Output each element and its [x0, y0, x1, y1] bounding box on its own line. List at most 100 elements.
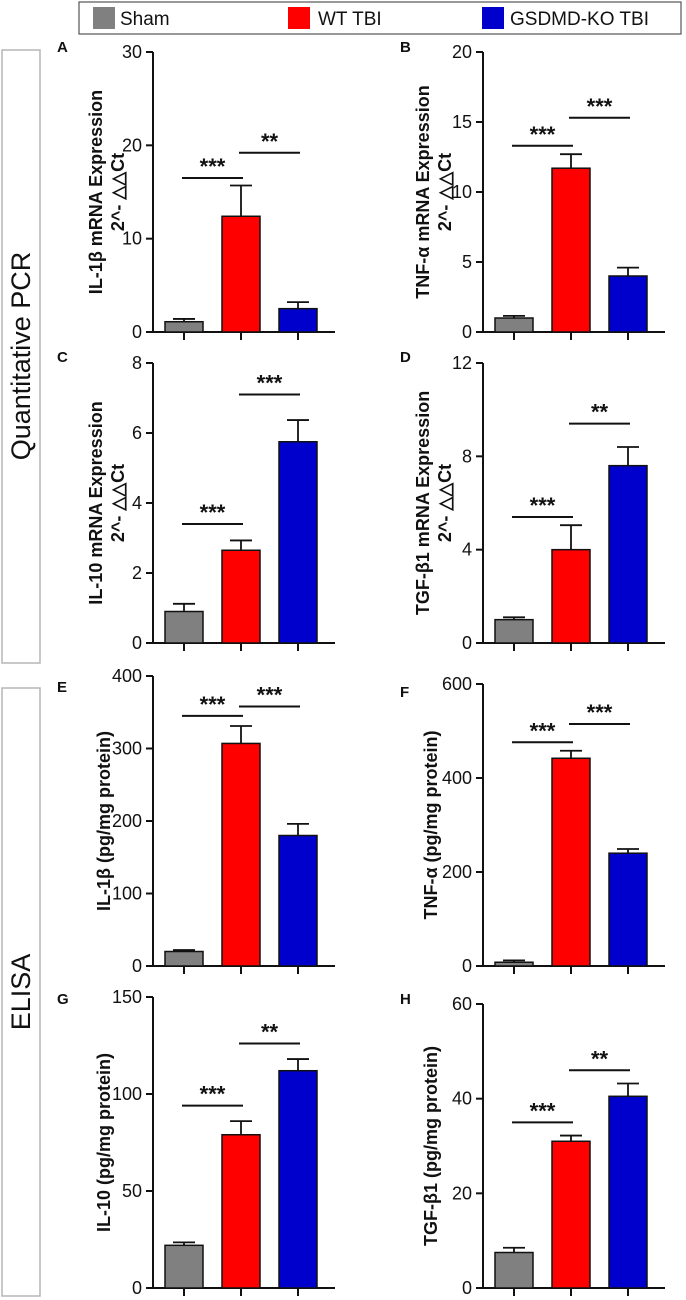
bar-g-sham	[164, 1244, 204, 1289]
y-tick-label-e-0: 0	[132, 956, 142, 976]
bar-c-sham	[164, 610, 204, 644]
significance-label-e-1: ***	[257, 682, 283, 707]
y-tick-label-b-2: 10	[452, 182, 472, 202]
y-tick-label-c-0: 0	[132, 633, 142, 653]
legend-frame	[78, 1, 682, 35]
y-tick-label-h-3: 60	[452, 994, 472, 1014]
legend-swatch-wt-tbi	[288, 7, 310, 29]
y-tick-label-g-3: 150	[112, 987, 142, 1007]
y-tick-label-h-1: 20	[452, 1183, 472, 1203]
y-axis-label-c: IL-10 mRNA Expression	[86, 401, 106, 604]
legend-swatch-gsdmd-ko-tbi	[482, 7, 504, 29]
y-axis-label-d-line2: 2^- △△Ct	[435, 464, 455, 542]
y-tick-label-c-3: 6	[132, 423, 142, 443]
elisa-section-label: ELISA	[6, 954, 36, 1031]
bar-g-gsdmd-ko-tbi	[278, 1069, 318, 1289]
bar-a-wt-tbi	[221, 215, 261, 333]
y-tick-label-e-4: 400	[112, 666, 142, 686]
panel-f: F TNF-α (pg/mg protein) 0 200 400 600 *** ***	[400, 674, 665, 976]
significance-label-c-1: ***	[257, 371, 283, 396]
y-axis-label-a: IL-1β mRNA Expression	[86, 90, 106, 294]
y-axis-label-d: TGF-β1 mRNA Expression	[413, 391, 433, 615]
bar-d-gsdmd-ko-tbi	[608, 464, 648, 644]
y-axis-label-b-line2: 2^- △△Ct	[435, 153, 455, 231]
panel-letter-h: H	[400, 991, 411, 1008]
y-tick-label-a-0: 0	[132, 322, 142, 342]
legend-label-sham: Sham	[120, 9, 170, 30]
qpcr-section-label: Quantitative PCR	[6, 252, 36, 461]
significance-label-f-1: ***	[587, 700, 613, 725]
legend-label-gsdmd-ko-tbi: GSDMD-KO TBI	[510, 9, 649, 30]
bar-e-sham	[164, 950, 204, 967]
y-tick-label-c-4: 8	[132, 353, 142, 373]
y-tick-label-f-2: 400	[442, 768, 472, 788]
panel-letter-c: C	[57, 349, 68, 366]
y-tick-label-d-3: 12	[452, 353, 472, 373]
y-tick-label-a-1: 10	[122, 229, 142, 249]
bar-h-wt-tbi	[551, 1140, 591, 1289]
significance-label-a-1: **	[261, 129, 279, 154]
y-axis-label-e: IL-1β (pg/mg protein)	[94, 731, 114, 911]
y-tick-label-h-2: 40	[452, 1089, 472, 1109]
panel-c: C IL-10 mRNA Expression 2^- △△Ct 0 2 4 6 8 *** **…	[57, 349, 335, 653]
bar-c-wt-tbi	[221, 549, 261, 644]
bar-f-gsdmd-ko-tbi	[608, 852, 648, 967]
significance-label-h-0: ***	[530, 1098, 556, 1123]
y-tick-label-b-0: 0	[462, 322, 472, 342]
y-tick-label-g-0: 0	[132, 1278, 142, 1298]
bar-d-sham	[494, 618, 534, 644]
bar-d-wt-tbi	[551, 548, 591, 644]
y-axis-label-a-line2: 2^- △△Ct	[108, 153, 128, 231]
panel-letter-d: D	[400, 349, 411, 366]
legend-label-wt-tbi: WT TBI	[318, 9, 382, 30]
y-tick-label-g-2: 100	[112, 1084, 142, 1104]
y-tick-label-e-1: 100	[112, 884, 142, 904]
bar-e-wt-tbi	[221, 742, 261, 967]
y-axis-label-c-line2: 2^- △△Ct	[108, 464, 128, 542]
significance-label-f-0: ***	[530, 718, 556, 743]
y-tick-label-b-1: 5	[462, 252, 472, 272]
y-tick-label-d-0: 0	[462, 633, 472, 653]
panel-letter-b: B	[400, 39, 411, 56]
y-tick-label-d-1: 4	[462, 540, 472, 560]
y-tick-label-b-4: 20	[452, 42, 472, 62]
significance-label-g-1: **	[261, 1020, 279, 1045]
significance-label-e-0: ***	[200, 692, 226, 717]
bar-e-gsdmd-ko-tbi	[278, 834, 318, 967]
legend-swatch-sham	[93, 7, 115, 29]
bar-a-sham	[164, 320, 204, 333]
bar-b-sham	[494, 317, 534, 333]
panel-b: B TNF-α mRNA Expression 2^- △△Ct 0 5 10 15 20 **…	[400, 39, 665, 342]
bar-f-sham	[494, 961, 534, 967]
y-axis-label-b: TNF-α mRNA Expression	[413, 85, 433, 298]
significance-label-d-1: **	[591, 400, 609, 425]
bar-b-gsdmd-ko-tbi	[608, 275, 648, 333]
bar-b-wt-tbi	[551, 167, 591, 333]
significance-label-h-1: **	[591, 1046, 609, 1071]
panel-letter-g: G	[57, 991, 69, 1008]
panels: AIL-1β mRNA Expression 2^- △△Ct0102030***…	[57, 39, 665, 1298]
panel-letter-f: F	[400, 684, 409, 701]
y-tick-label-f-1: 200	[442, 862, 472, 882]
y-tick-label-f-3: 600	[442, 674, 472, 694]
y-tick-label-c-2: 4	[132, 493, 142, 513]
significance-label-c-0: ***	[200, 500, 226, 525]
panel-a: AIL-1β mRNA Expression 2^- △△Ct0102030***…	[57, 39, 335, 342]
significance-label-a-0: ***	[200, 154, 226, 179]
panel-e: E IL-1β (pg/mg protein) 0 100 200 300 400 *** **…	[57, 666, 335, 976]
y-tick-label-f-0: 0	[462, 956, 472, 976]
significance-label-b-0: ***	[530, 122, 556, 147]
bar-h-sham	[494, 1251, 534, 1289]
significance-label-g-0: ***	[200, 1082, 226, 1107]
panel-letter-a: A	[57, 39, 68, 56]
bar-h-gsdmd-ko-tbi	[608, 1095, 648, 1289]
elisa-section-box	[1, 687, 41, 1297]
bar-f-wt-tbi	[551, 757, 591, 967]
y-tick-label-h-0: 0	[462, 1278, 472, 1298]
y-tick-label-d-2: 8	[462, 446, 472, 466]
y-tick-label-a-3: 30	[122, 42, 142, 62]
y-axis-label-g: IL-10 (pg/mg protein)	[94, 1053, 114, 1232]
qpcr-section-box	[1, 49, 41, 664]
